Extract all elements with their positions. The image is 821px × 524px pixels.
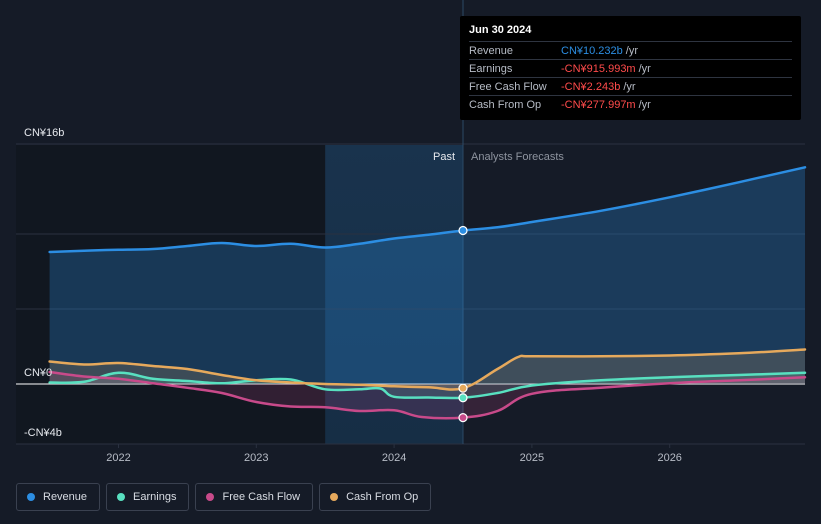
tooltip-unit: /yr [638,98,651,111]
tooltip-value: -CN¥277.997m [561,98,636,111]
legend-label: Cash From Op [346,491,419,503]
past-region-label: Past [433,151,455,163]
x-tick-label: 2025 [520,452,544,464]
legend-item-earnings[interactable]: Earnings [106,483,190,511]
tooltip-date: Jun 30 2024 [469,24,532,36]
legend-dot [117,493,126,501]
tooltip-row-revenue: Revenue CN¥10.232b /yr [469,41,792,59]
series-line-revenue [48,166,807,254]
tooltip-label: Earnings [469,62,513,75]
legend-dot [27,493,35,501]
series-line-earnings [48,371,807,400]
point-marker-revenue [458,225,468,236]
x-tick-label: 2022 [106,452,130,464]
tooltip-value: -CN¥915.993m [561,62,636,75]
y-tick-label: CN¥0 [24,367,52,379]
tooltip-unit: /yr [638,62,651,75]
shaded-band [325,145,463,444]
y-tick-label: CN¥16b [24,127,64,139]
tooltip-unit: /yr [623,80,636,93]
series-area-revenue [49,167,806,384]
legend-item-cash-from-op[interactable]: Cash From Op [319,483,432,511]
tooltip-label: Revenue [469,44,514,57]
point-marker-earnings [458,393,468,403]
tooltip-value: CN¥10.232b [561,44,623,57]
x-tick-label: 2023 [244,452,268,464]
legend-label: Earnings [133,491,177,503]
series-area-earnings [49,372,806,399]
point-marker-cash-from-op [458,383,468,393]
legend-label: Free Cash Flow [222,491,301,503]
series-area-free-cash-flow [49,372,806,419]
point-marker-free-cash-flow [458,413,468,423]
series-line-cash-from-op [48,348,807,391]
legend-item-revenue[interactable]: Revenue [16,483,101,511]
tooltip-value: -CN¥2.243b [561,80,621,93]
x-tick-label: 2026 [657,452,681,464]
forecast-region-label: Analysts Forecasts [471,151,564,163]
tooltip-label: Free Cash Flow [469,80,547,93]
x-tick-label: 2024 [382,452,406,464]
series-line-free-cash-flow [48,370,807,420]
legend-dot [206,493,215,501]
legend-label: Revenue [43,491,88,503]
tooltip-unit: /yr [625,44,639,57]
y-tick-label: -CN¥4b [24,427,62,439]
tooltip-row-free-cash-flow: Free Cash Flow -CN¥2.243b /yr [469,77,792,95]
tooltip-row-cash-from-op: Cash From Op -CN¥277.997m /yr [469,95,792,113]
legend-dot [330,493,339,501]
tooltip-row-earnings: Earnings -CN¥915.993m /yr [469,59,792,77]
tooltip-label: Cash From Op [469,98,542,111]
legend-item-free-cash-flow[interactable]: Free Cash Flow [195,483,314,511]
tooltip: Jun 30 2024 Revenue CN¥10.232b /yr Earni… [460,16,801,120]
legend: Revenue Earnings Free Cash Flow Cash Fro… [16,483,432,511]
